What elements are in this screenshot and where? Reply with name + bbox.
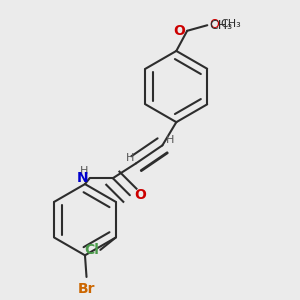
Text: Cl: Cl bbox=[84, 243, 99, 257]
Text: O: O bbox=[209, 18, 219, 31]
Text: N: N bbox=[76, 171, 88, 185]
Text: Br: Br bbox=[78, 282, 95, 296]
Text: H: H bbox=[80, 166, 88, 176]
Text: CH₃: CH₃ bbox=[220, 19, 241, 29]
Text: O: O bbox=[174, 24, 186, 38]
Text: CH₃: CH₃ bbox=[209, 19, 232, 32]
Text: H: H bbox=[126, 153, 135, 163]
Text: H: H bbox=[166, 135, 174, 145]
Text: O: O bbox=[134, 188, 146, 202]
